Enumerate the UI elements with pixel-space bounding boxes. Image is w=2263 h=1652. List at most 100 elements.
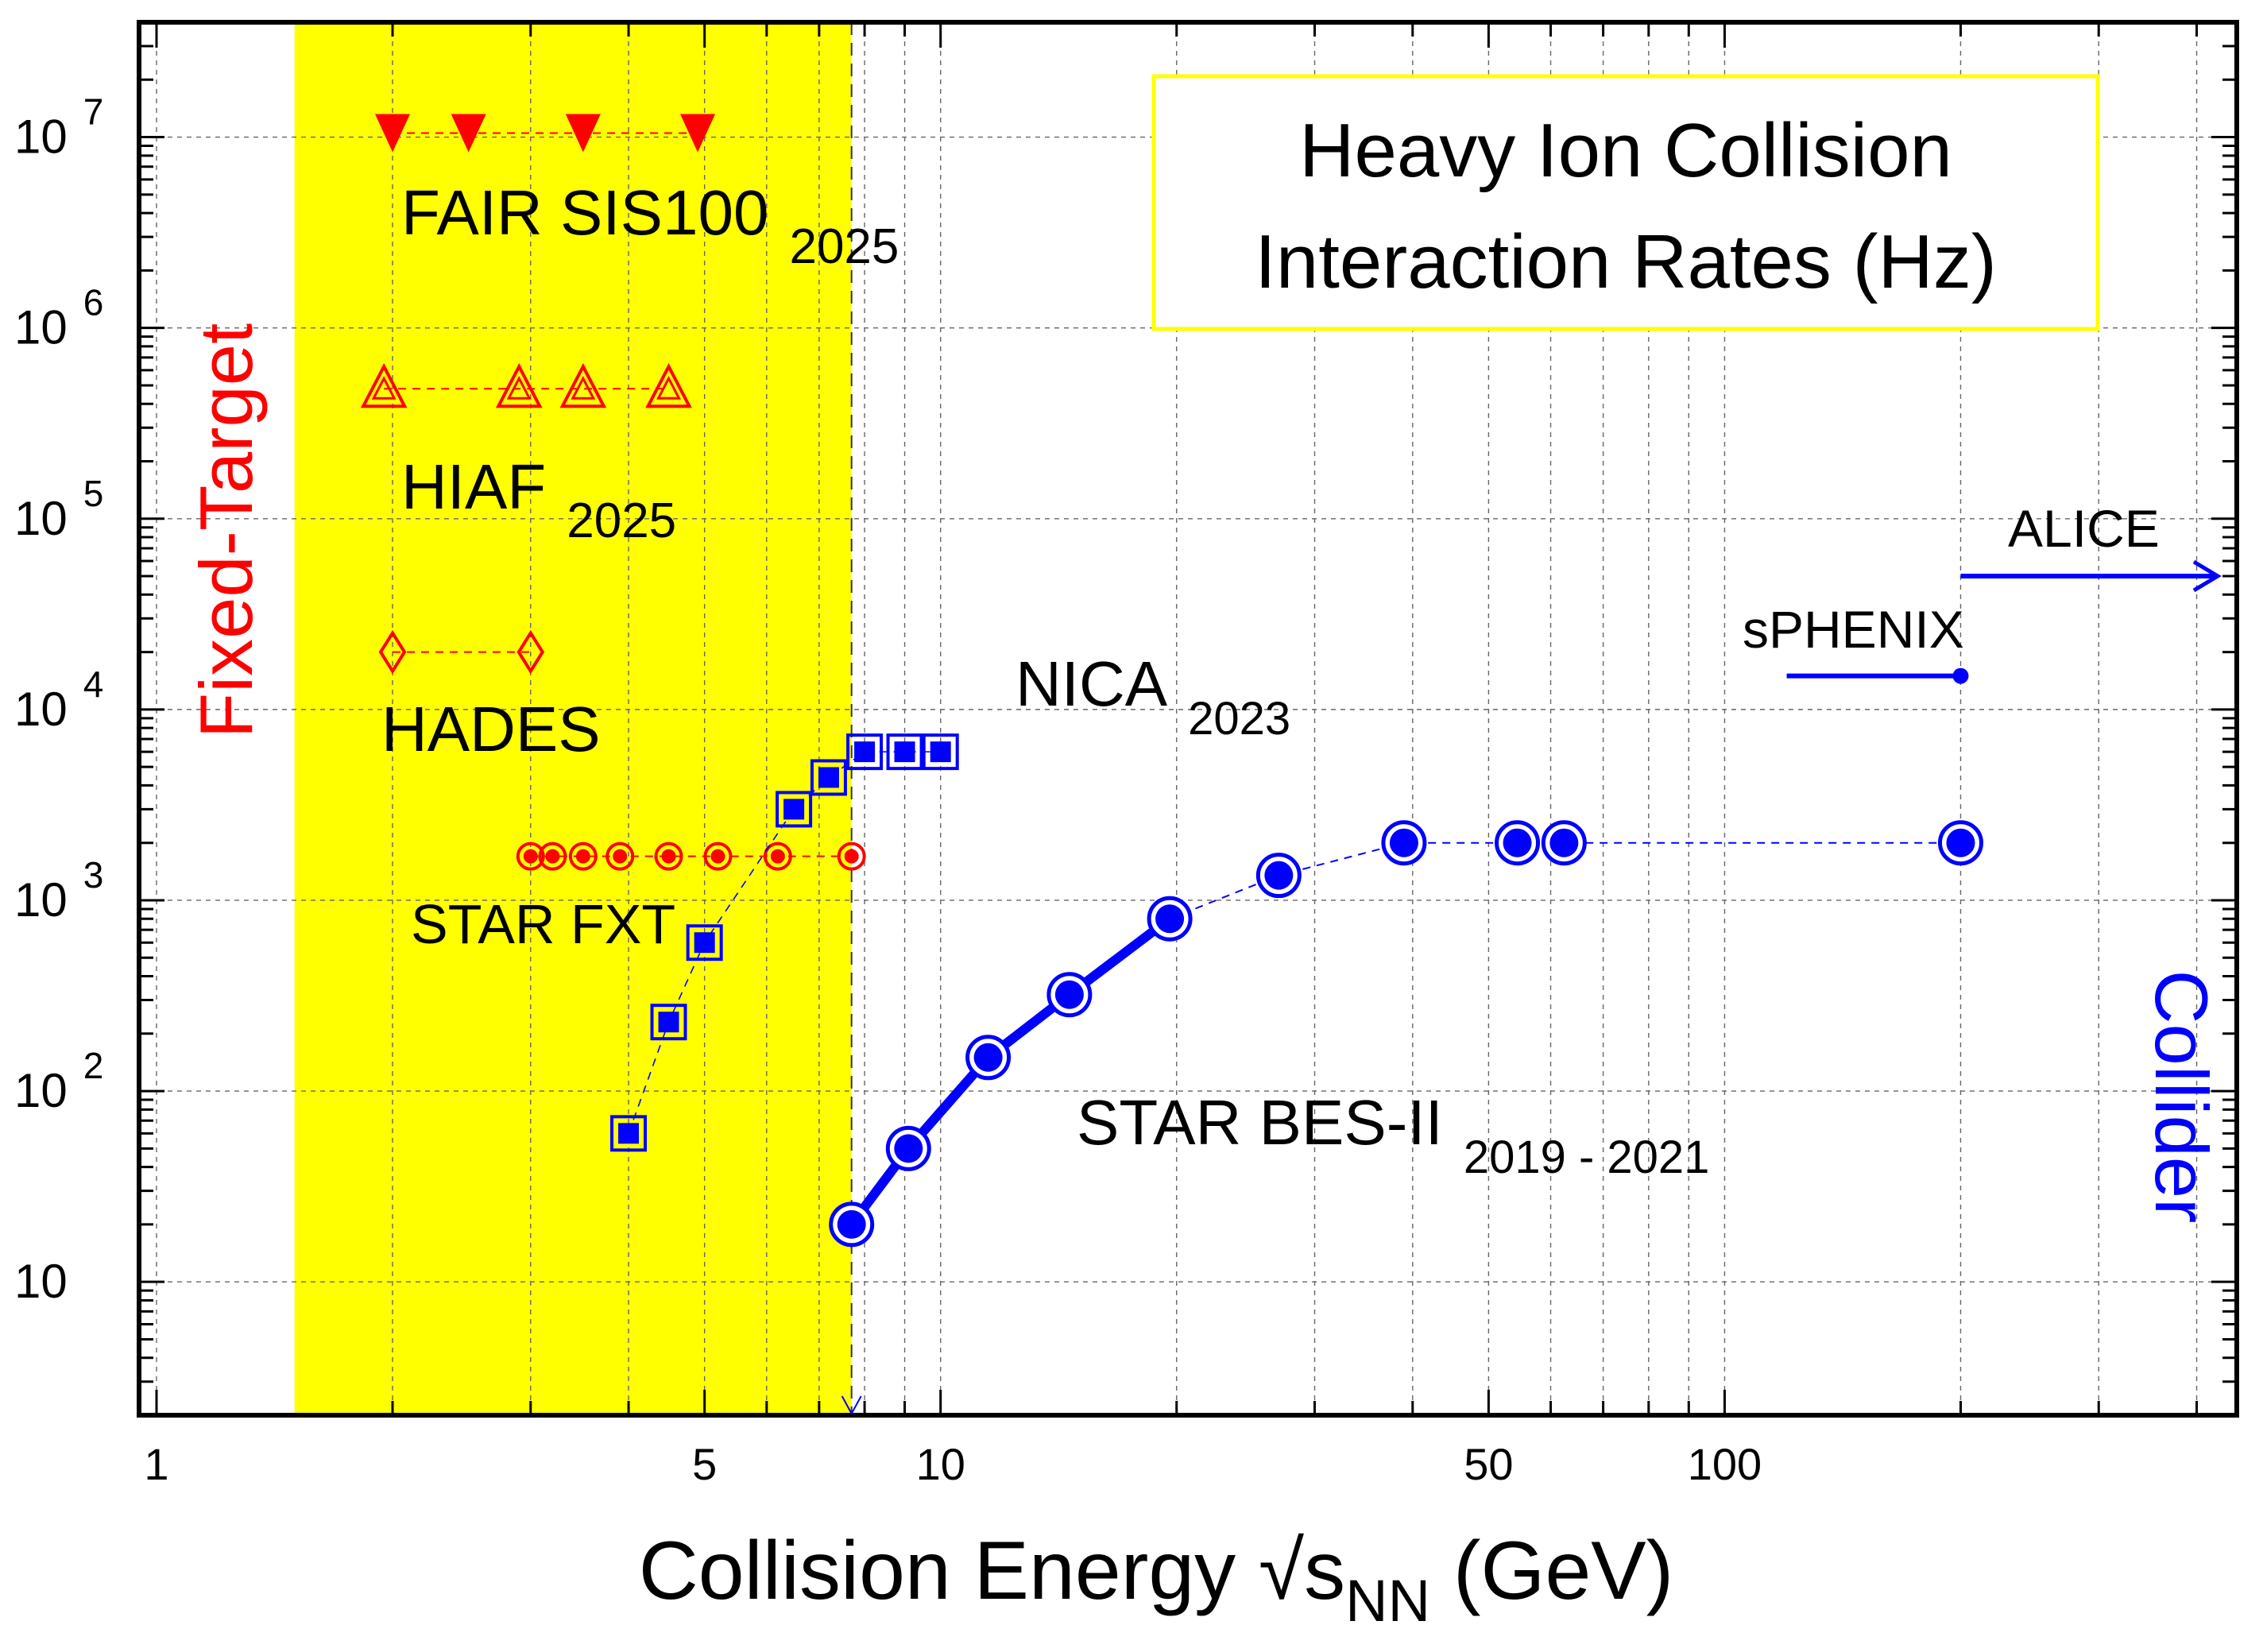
square-filled-marker (618, 1123, 640, 1144)
y-tick-exponent: 3 (83, 854, 104, 896)
series-label-name: ALICE (2008, 499, 2160, 558)
circle-dot-marker (1389, 828, 1418, 857)
x-tick-label: 5 (692, 1439, 717, 1489)
y-tick-base: 10 (14, 1064, 68, 1117)
triangle-up-inner-marker (571, 375, 596, 400)
square-open-marker (886, 733, 923, 771)
y-tick-base: 10 (14, 683, 68, 736)
series-star-bes-ii (829, 820, 1983, 1248)
series-nica (610, 733, 959, 1152)
circle-dot-marker (1054, 980, 1084, 1009)
triangle-up-marker (559, 362, 607, 408)
x-tick-label: 100 (1688, 1439, 1762, 1489)
series-label-name: sPHENIX (1743, 600, 1964, 659)
y-tick-label: 10 6 (14, 282, 103, 354)
series-label-name: STAR FXT (411, 893, 675, 955)
circle-ring-marker (703, 841, 733, 871)
square-open-marker (610, 1115, 648, 1152)
x-axis-label-unit: (GeV) (1430, 1525, 1673, 1617)
square-filled-marker (783, 799, 805, 820)
triangle-down-marker (680, 114, 716, 153)
y-tick-base: 10 (14, 301, 68, 354)
y-tick-exponent: 7 (83, 91, 104, 133)
y-tick-base: 10 (14, 492, 68, 545)
circle-dot-marker (844, 849, 859, 864)
series-hiaf (360, 362, 692, 408)
y-tick-label: 10 2 (14, 1045, 103, 1117)
y-tick-exponent: 2 (83, 1045, 104, 1086)
circle-dot-marker (1503, 828, 1532, 857)
alice-arrow-head (2192, 559, 2222, 593)
title-line-2: Interaction Rates (Hz) (1255, 219, 1997, 304)
circle-ring-marker (568, 841, 598, 871)
circle-dot-marker (710, 849, 725, 864)
circle-dot-marker (973, 1043, 1003, 1072)
triangle-down-marker (451, 114, 486, 153)
series-label: ALICE (2008, 499, 2160, 558)
y-tick-exponent: 4 (83, 664, 104, 705)
y-tick-label: 10 4 (14, 664, 103, 736)
y-tick-label: 10 7 (14, 91, 103, 164)
y-tick-base: 10 (14, 110, 68, 164)
series-label: NICA 2023 (1015, 648, 1290, 745)
circle-ring-marker (605, 841, 635, 871)
triangle-up-inner-marker (506, 375, 532, 400)
band-boundary-arrow (841, 1395, 862, 1416)
series-sphenix (1786, 667, 1969, 684)
triangle-up-marker (495, 362, 543, 408)
series-label-year: 2025 (567, 493, 676, 548)
circle-dot-marker (837, 1209, 866, 1239)
x-tick-label: 50 (1464, 1439, 1513, 1489)
series-label: sPHENIX (1743, 600, 1964, 659)
series-label: STAR FXT (411, 893, 675, 955)
square-open-marker (846, 733, 884, 771)
circle-dot-marker (575, 849, 590, 864)
circle-ring-marker (654, 841, 683, 871)
circle-ring-marker (837, 841, 866, 871)
circle-dot-marker (1264, 861, 1294, 890)
series-fair-sis100 (375, 114, 716, 153)
series-label-name: FAIR SIS100 (401, 177, 768, 248)
series-label-year: 2019 - 2021 (1464, 1132, 1710, 1183)
series-label: FAIR SIS100 2025 (401, 177, 899, 274)
collider-label: Collider (2140, 970, 2223, 1224)
square-filled-marker (894, 741, 915, 763)
diamond-marker (378, 629, 407, 675)
triangle-down-marker (375, 114, 411, 153)
y-tick-base: 10 (14, 873, 68, 927)
circle-ring-marker (516, 841, 545, 871)
series-label-name: HADES (381, 694, 601, 764)
series-label-year: 2023 (1188, 693, 1290, 745)
circle-ring-marker (538, 841, 567, 871)
square-filled-marker (818, 767, 839, 788)
triangle-up-marker (360, 362, 408, 408)
y-tick-base: 10 (14, 1255, 68, 1308)
square-filled-marker (930, 741, 951, 763)
circle-dot-marker (770, 849, 785, 864)
square-open-marker (650, 1004, 687, 1041)
x-tick-label: 1 (144, 1439, 168, 1489)
series-label-year: 2025 (789, 219, 899, 274)
title-box (1151, 74, 2100, 331)
series-alice (1960, 559, 2222, 593)
circle-dot-marker (613, 849, 628, 864)
circle-ring-marker (763, 841, 792, 871)
title-line-1: Heavy Ion Collision (1299, 108, 1952, 193)
circle-dot-marker (523, 849, 538, 864)
circle-dot-marker (661, 849, 676, 864)
square-open-marker (776, 791, 813, 828)
fixed-target-band (294, 22, 852, 1415)
series-label: HADES (381, 694, 601, 764)
series-label-name: STAR BES-II (1077, 1087, 1443, 1158)
circle-dot-marker (1549, 828, 1579, 857)
triangle-up-marker (645, 362, 692, 408)
y-tick-exponent: 5 (83, 473, 104, 514)
triangle-down-marker (565, 114, 601, 153)
x-axis-label: Collision Energy √sNN (GeV) (639, 1525, 1674, 1634)
square-open-marker (922, 733, 959, 771)
x-axis-label-main: Collision Energy √s (639, 1525, 1345, 1617)
triangle-up-inner-marker (371, 375, 397, 400)
y-tick-exponent: 6 (83, 282, 104, 323)
y-tick-label: 10 5 (14, 473, 103, 545)
